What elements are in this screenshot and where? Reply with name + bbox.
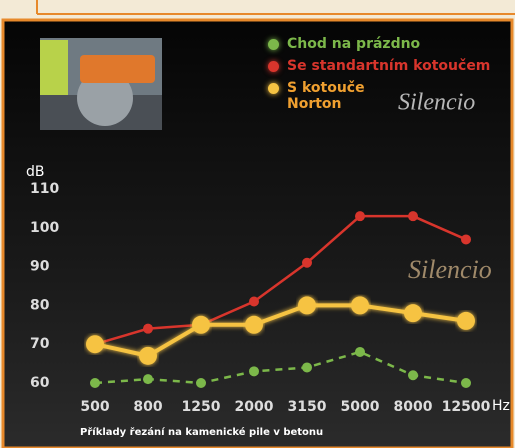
data-point <box>461 234 471 244</box>
caption: Příklady řezání na kamenické pile v beto… <box>80 426 323 438</box>
legend-label: Se standartním kotoučem <box>287 58 490 74</box>
data-point <box>143 324 153 334</box>
photo <box>40 38 162 130</box>
data-point <box>355 347 365 357</box>
x-tick-label: 2000 <box>235 399 274 415</box>
data-point <box>249 366 259 376</box>
page: dB Hz Příklady řezání na kamenické pile … <box>0 0 515 448</box>
legend-item: Chod na prázdno <box>268 36 490 52</box>
data-point <box>408 370 418 380</box>
x-tick-label: 1250 <box>182 399 221 415</box>
y-tick-label: 110 <box>30 181 59 197</box>
x-tick-label: 800 <box>133 399 162 415</box>
data-point <box>90 378 100 388</box>
legend-marker <box>268 83 279 94</box>
x-tick-label: 3150 <box>288 399 327 415</box>
y-tick-label: 60 <box>30 375 50 391</box>
x-tick-label: 12500 <box>442 399 491 415</box>
legend-label: Chod na prázdno <box>287 36 420 52</box>
data-point <box>461 378 471 388</box>
legend-label: S kotouče Norton <box>287 80 367 112</box>
data-point <box>351 296 369 314</box>
data-point <box>302 258 312 268</box>
data-point <box>196 378 206 388</box>
data-point <box>457 312 475 330</box>
data-point <box>404 304 422 322</box>
data-point <box>139 347 157 365</box>
data-point <box>192 316 210 334</box>
legend-item: S kotouče Norton <box>268 80 490 112</box>
y-tick-label: 80 <box>30 297 50 313</box>
data-point <box>249 297 259 307</box>
brand: Silencio <box>408 255 492 284</box>
legend-item: Se standartním kotoučem <box>268 58 490 74</box>
data-point <box>355 211 365 221</box>
data-point <box>298 296 316 314</box>
x-tick-label: 500 <box>80 399 109 415</box>
x-tick-label: 5000 <box>341 399 380 415</box>
x-tick-label: 8000 <box>394 399 433 415</box>
y-tick-label: 100 <box>30 220 59 236</box>
data-point <box>86 335 104 353</box>
legend-marker <box>268 39 279 50</box>
legend: Chod na prázdno Se standartním kotoučem S … <box>268 36 490 118</box>
legend-marker <box>268 61 279 72</box>
data-point <box>245 316 263 334</box>
y-tick-label: 70 <box>30 336 50 352</box>
data-point <box>408 211 418 221</box>
data-point <box>302 362 312 372</box>
data-point <box>143 374 153 384</box>
y-axis-label: dB <box>26 164 45 180</box>
y-tick-label: 90 <box>30 259 50 275</box>
x-axis-label: Hz <box>492 398 510 414</box>
